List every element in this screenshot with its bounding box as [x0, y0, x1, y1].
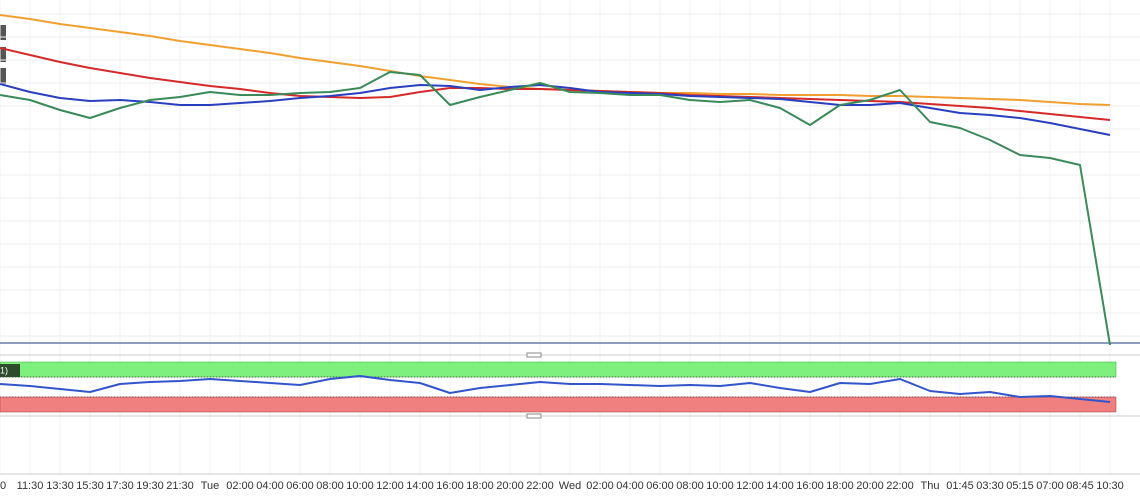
price-tag	[0, 25, 6, 40]
x-tick-label: 0	[0, 480, 6, 492]
x-tick-label: 10:30	[1096, 480, 1124, 492]
series-line	[0, 47, 1111, 121]
x-tick-label: 14:00	[766, 480, 794, 492]
x-tick-label: 10:00	[706, 480, 734, 492]
x-tick-label: 08:45	[1066, 480, 1094, 492]
x-tick-label: 10:00	[346, 480, 374, 492]
x-tick-label: 18:00	[466, 480, 494, 492]
x-tick-label: Thu	[921, 480, 940, 492]
x-tick-label: 06:00	[286, 480, 314, 492]
x-tick-label: 03:30	[976, 480, 1004, 492]
x-tick-label: 20:00	[856, 480, 884, 492]
overbought-band	[0, 361, 1117, 378]
x-tick-label: 13:30	[46, 480, 74, 492]
x-tick-label: 01:45	[946, 480, 974, 492]
x-tick-label: 05:15	[1006, 480, 1034, 492]
x-tick-label: Wed	[559, 480, 581, 492]
price-tag	[0, 68, 6, 84]
x-tick-label: 12:00	[376, 480, 404, 492]
x-tick-label: 16:00	[436, 480, 464, 492]
x-tick-label: 16:00	[796, 480, 824, 492]
x-tick-label: 18:00	[826, 480, 854, 492]
x-tick-label: 12:00	[736, 480, 764, 492]
oversold-band	[0, 396, 1117, 413]
resize-handle[interactable]	[526, 352, 542, 358]
x-tick-label: 22:00	[886, 480, 914, 492]
x-tick-label: 04:00	[616, 480, 644, 492]
x-tick-label: 04:00	[256, 480, 284, 492]
series-line	[0, 375, 1111, 403]
x-tick-label: 02:00	[226, 480, 254, 492]
x-tick-label: 06:00	[646, 480, 674, 492]
x-tick-label: 08:00	[316, 480, 344, 492]
x-tick-label: 19:30	[136, 480, 164, 492]
x-tick-label: 15:30	[76, 480, 104, 492]
x-tick-label: 11:30	[17, 480, 44, 492]
x-tick-label: 20:00	[496, 480, 524, 492]
x-tick-label: 21:30	[166, 480, 194, 492]
indicator-label: 1)	[0, 365, 8, 375]
x-tick-label: Tue	[201, 480, 220, 492]
x-tick-label: 22:00	[526, 480, 554, 492]
x-tick-label: 08:00	[676, 480, 704, 492]
x-tick-label: 07:00	[1036, 480, 1064, 492]
resize-handle[interactable]	[526, 413, 542, 419]
x-tick-label: 14:00	[406, 480, 434, 492]
x-tick-label: 17:30	[106, 480, 134, 492]
x-tick-label: 02:00	[586, 480, 614, 492]
price-tag	[0, 47, 6, 62]
indicator-label-box	[0, 364, 20, 377]
series-line	[0, 71, 1111, 346]
